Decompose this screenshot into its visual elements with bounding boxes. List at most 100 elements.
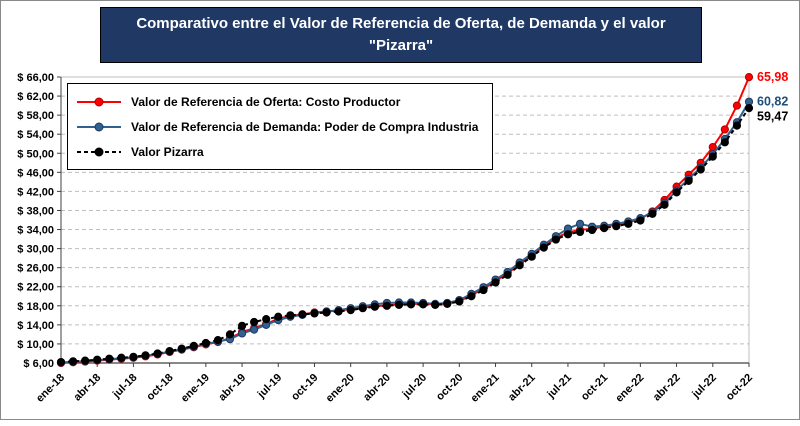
x-axis-tick-label: jul-20: [400, 372, 430, 402]
y-axis-tick-label: $ 18,00: [17, 301, 54, 313]
series-marker: [455, 297, 464, 306]
y-axis-tick-label: $ 58,00: [17, 110, 54, 122]
x-axis-tick-label: jul-21: [545, 372, 575, 402]
y-axis-tick-label: $ 42,00: [17, 186, 54, 198]
series-marker: [93, 355, 102, 364]
y-axis-tick-label: $ 54,00: [17, 129, 54, 141]
series-marker: [684, 176, 693, 186]
series-marker: [515, 261, 524, 270]
series-marker: [213, 336, 223, 345]
y-axis-tick-label: $ 66,00: [17, 72, 54, 84]
x-axis-tick-label: oct-20: [434, 372, 465, 403]
legend-item: Valor de Referencia de Demanda: Poder de…: [76, 114, 478, 139]
y-axis-tick-label: $ 22,00: [17, 282, 54, 294]
series-marker: [250, 325, 259, 334]
y-axis-tick-label: $ 14,00: [17, 320, 54, 332]
series-marker: [165, 346, 174, 356]
series-marker: [310, 309, 319, 318]
series-marker: [720, 138, 729, 147]
series-marker: [382, 301, 391, 310]
x-axis-tick-label: oct-22: [724, 372, 755, 403]
series-marker: [467, 292, 476, 301]
series-marker: [105, 354, 114, 363]
series-marker: [708, 152, 717, 161]
x-axis-tick-label: ene-18: [34, 372, 67, 405]
series-marker: [587, 225, 597, 235]
series-marker: [274, 312, 283, 321]
series-marker: [419, 300, 428, 309]
x-axis-tick-label: oct-19: [289, 372, 320, 403]
x-axis-tick-label: jul-19: [255, 372, 285, 402]
x-axis-tick-label: oct-18: [144, 372, 175, 403]
x-axis-tick-label: ene-19: [179, 372, 212, 405]
series-marker: [539, 243, 548, 252]
series-marker: [394, 300, 404, 309]
series-marker: [250, 317, 259, 327]
y-axis-tick-label: $ 34,00: [17, 225, 54, 237]
series-marker: [660, 200, 669, 209]
x-axis-tick-label: abr-20: [361, 372, 393, 404]
legend-item-label: Valor Pizarra: [131, 144, 204, 159]
series-marker: [334, 307, 343, 316]
series-marker: [696, 165, 705, 174]
series-marker: [346, 305, 355, 315]
series-marker: [551, 235, 560, 244]
series-marker: [636, 216, 645, 225]
series-marker: [624, 219, 633, 228]
series-marker: [358, 304, 367, 313]
series-marker: [648, 209, 657, 218]
series-marker: [479, 285, 488, 295]
y-axis-tick-label: $ 6,00: [23, 358, 54, 370]
y-axis-tick-label: $ 62,00: [17, 91, 54, 103]
x-axis-tick-label: jul-18: [110, 372, 140, 402]
series-marker: [141, 351, 150, 360]
x-axis-tick-label: abr-18: [71, 372, 103, 404]
series-marker: [177, 344, 186, 353]
series-marker: [491, 278, 500, 287]
legend-marker-icon: [77, 122, 121, 131]
series-marker: [225, 330, 235, 339]
x-axis-tick-label: jul-22: [689, 372, 719, 402]
series-marker: [527, 252, 536, 261]
legend-marker-icon: [77, 147, 121, 156]
series-marker: [237, 321, 247, 330]
series-marker: [201, 338, 210, 348]
y-axis-tick-label: $ 38,00: [17, 205, 54, 217]
legend-marker-icon: [77, 97, 121, 106]
x-axis-tick-label: ene-20: [324, 372, 357, 405]
series-marker: [503, 270, 512, 279]
series-marker: [575, 227, 585, 237]
chart-title-line2: "Pizarra": [368, 36, 434, 54]
series-marker: [431, 300, 440, 309]
x-axis-tick-label: ene-22: [613, 372, 646, 405]
y-axis-tick-label: $ 26,00: [17, 263, 54, 275]
series-marker: [68, 357, 78, 366]
series-marker: [744, 72, 754, 82]
series-marker: [732, 121, 742, 130]
series-marker: [322, 308, 331, 317]
chart-title-line1: Comparativo entre el Valor de Referencia…: [136, 15, 666, 32]
y-axis-tick-label: $ 46,00: [17, 167, 54, 179]
series-marker: [443, 299, 452, 308]
legend-item: Valor de Referencia de Oferta: Costo Pro…: [76, 89, 478, 114]
series-marker: [56, 357, 66, 367]
series-marker: [575, 219, 585, 228]
x-axis-tick-label: ene-21: [469, 372, 502, 405]
series-marker: [153, 349, 162, 358]
series-line: [60, 107, 750, 364]
legend: Valor de Referencia de Oferta: Costo Pro…: [67, 83, 494, 170]
series-marker: [744, 104, 754, 113]
series-marker: [600, 224, 609, 233]
series-marker: [298, 310, 307, 319]
series-marker: [117, 353, 126, 362]
series-marker: [672, 188, 681, 197]
chart-area: $ 6,00 $ 10,00 $ 14,00 $ 18,00 $ 22,00 $ 26,0…: [1, 61, 800, 421]
series-marker: [81, 356, 90, 365]
legend-item-label: Valor de Referencia de Demanda: Poder de…: [131, 119, 479, 134]
chart-title: Comparativo entre el Valor de Referencia…: [100, 7, 702, 63]
series-marker: [129, 352, 138, 361]
series-marker: [406, 300, 416, 309]
x-axis-tick-label: oct-21: [579, 372, 610, 403]
legend-item: Valor Pizarra: [76, 139, 478, 164]
